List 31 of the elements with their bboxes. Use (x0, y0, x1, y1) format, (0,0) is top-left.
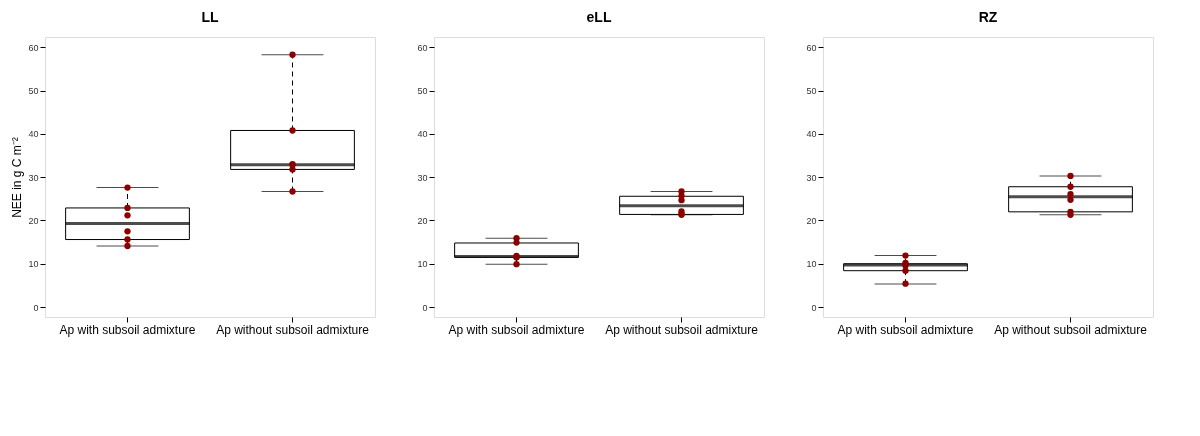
x-tick-label: Ap with subsoil admixture (837, 322, 974, 337)
x-tick-label: Ap with subsoil admixture (448, 322, 585, 337)
x-tick-label: Ap without subsoil admixture (994, 322, 1148, 337)
y-tick-label: 30 (417, 172, 428, 183)
y-tick-label: 0 (33, 302, 39, 313)
y-tick-label: 10 (806, 259, 817, 270)
y-tick-label: 50 (28, 86, 39, 97)
y-tick-label: 0 (811, 302, 817, 313)
y-tick-label: 40 (806, 129, 817, 140)
y-tick-label: 40 (28, 129, 39, 140)
y-tick-label: 10 (417, 259, 428, 270)
y-tick-label: 60 (806, 42, 817, 53)
y-tick-label: 40 (417, 129, 428, 140)
x-tick-label: Ap without subsoil admixture (605, 322, 759, 337)
chart-title: RZ (978, 9, 998, 25)
y-axis-title: NEE in g C m⁻² (10, 137, 25, 218)
y-tick-label: 20 (417, 215, 428, 226)
chart-title: eLL (586, 9, 612, 25)
y-tick-label: 10 (28, 259, 39, 270)
x-tick-label: Ap with subsoil admixture (59, 322, 196, 337)
y-tick-label: 60 (28, 42, 39, 53)
y-tick-label: 60 (417, 42, 428, 53)
y-tick-label: 20 (28, 215, 39, 226)
y-tick-label: 50 (806, 86, 817, 97)
y-tick-label: 30 (806, 172, 817, 183)
y-tick-label: 30 (28, 172, 39, 183)
x-tick-label: Ap without subsoil admixture (216, 322, 370, 337)
y-tick-label: 0 (422, 302, 428, 313)
y-tick-label: 50 (417, 86, 428, 97)
chart-title: LL (201, 9, 219, 25)
y-tick-label: 20 (806, 215, 817, 226)
